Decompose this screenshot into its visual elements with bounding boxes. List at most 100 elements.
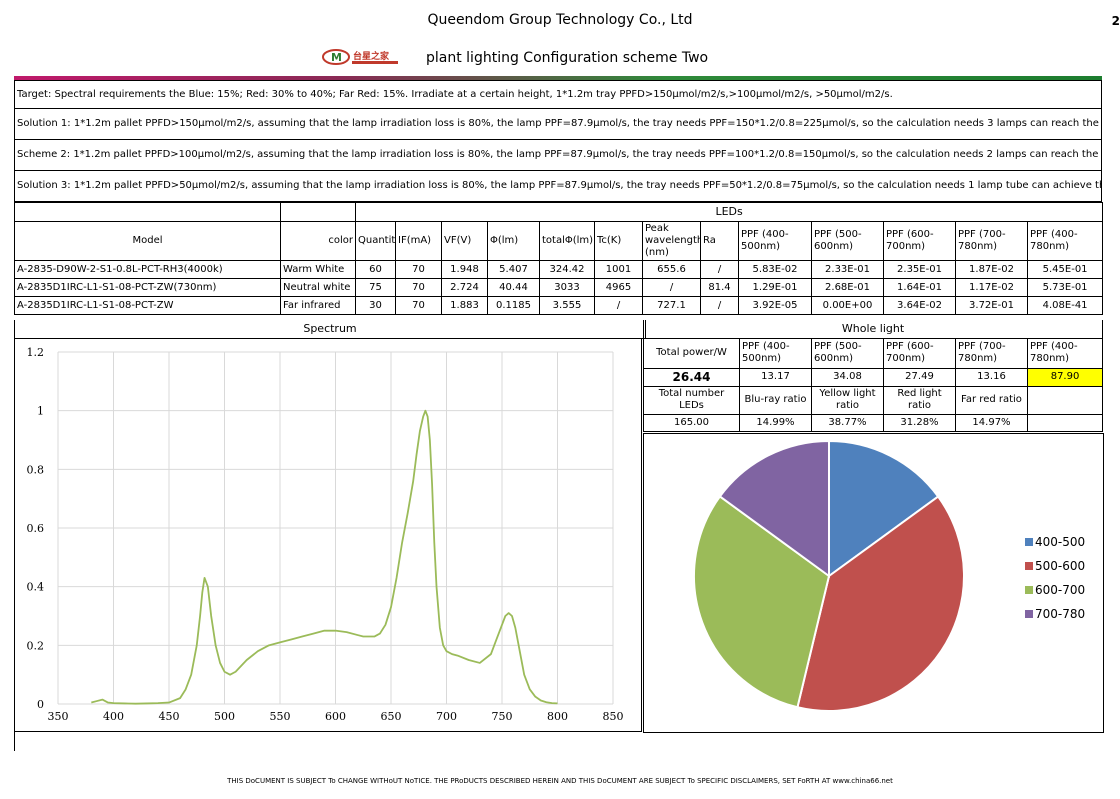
header-stripe — [14, 76, 1102, 80]
cell: 3033 — [539, 278, 595, 297]
pie-slice-600-700 — [693, 495, 831, 709]
legend-label: 500-600 — [1035, 559, 1085, 573]
cell: 60 — [355, 260, 396, 279]
spectrum-chart-box: 350 400 450 500 550 600 650 700 750 800 850 0 0.2 0.4… — [14, 338, 642, 732]
y-tick-label: 1.2 — [27, 346, 45, 359]
cell — [1026, 413, 1104, 432]
legend-label: 600-700 — [1035, 583, 1085, 597]
x-tick-label: 450 — [159, 710, 180, 723]
y-tick-label: 0.8 — [27, 463, 45, 476]
col-header: Φ(lm) — [487, 221, 540, 261]
col-header: PPF (500-600nm) — [811, 221, 884, 261]
cell: 14.97% — [955, 413, 1028, 432]
cell: 655.6 — [642, 260, 701, 279]
cell: 5.407 — [487, 260, 540, 279]
y-tick-label: 1 — [37, 405, 44, 418]
cell: 727.1 — [642, 296, 701, 315]
cell: 70 — [395, 260, 442, 279]
cell: 165.00 — [643, 413, 740, 432]
document-title: plant lighting Configuration scheme Two — [426, 50, 709, 66]
cell: 2.33E-01 — [811, 260, 884, 279]
pie-slice-700-780 — [718, 439, 830, 578]
cell: 3.64E-02 — [883, 296, 956, 315]
total-ppf-value: 87.90 — [1026, 367, 1104, 387]
page-number: 2 — [1111, 14, 1120, 28]
cell: 75 — [355, 278, 396, 297]
cell: 2.35E-01 — [883, 260, 956, 279]
x-tick-label: 850 — [603, 710, 624, 723]
cell: 3.72E-01 — [955, 296, 1028, 315]
y-tick-label: 0.2 — [27, 639, 45, 652]
cell: 3.92E-05 — [738, 296, 812, 315]
col-header: Total number LEDs — [643, 385, 740, 415]
company-name: Queendom Group Technology Co., Ltd — [427, 12, 693, 28]
col-header: Total power/W — [643, 337, 740, 369]
y-tick-label: 0.4 — [27, 581, 45, 594]
cell: 70 — [395, 296, 442, 315]
cell: 4.08E-41 — [1026, 296, 1104, 315]
notes-table: Target: Spectral requirements the Blue: … — [14, 80, 1102, 202]
cell: 13.17 — [739, 367, 812, 387]
cell: Far infrared — [280, 296, 356, 315]
col-header: Far red ratio — [955, 385, 1028, 415]
col-header: PPF (400-500nm) — [738, 221, 812, 261]
spectrum-label: Spectrum — [14, 320, 646, 339]
cell: / — [642, 278, 701, 297]
col-header: color — [280, 221, 356, 261]
legend-label: 700-780 — [1035, 607, 1085, 621]
col-header: IF(mA) — [395, 221, 442, 261]
cell: Neutral white — [280, 278, 356, 297]
col-header: Tc(K) — [594, 221, 643, 261]
cell: 70 — [395, 278, 442, 297]
col-header: Quantity — [355, 221, 396, 261]
table-row: A-2835D1IRC-L1-S1-08-PCT-ZW(730nm) Neutr… — [14, 278, 1104, 297]
cell: A-2835-D90W-2-S1-0.8L-PCT-RH3(4000k) — [14, 260, 281, 279]
pie-chart-box: 400-500 500-600 600-700 700-780 — [643, 433, 1104, 733]
col-header: PPF (700-780nm) — [955, 337, 1028, 369]
svg-text:M: M — [331, 51, 342, 64]
cell: / — [594, 296, 643, 315]
logo-text: 台星之家 — [353, 50, 390, 62]
col-header: PPF (400-780nm) — [1026, 337, 1104, 369]
cell: 31.28% — [883, 413, 956, 432]
pie-slice-400-500 — [828, 439, 940, 578]
cell: 13.16 — [955, 367, 1028, 387]
cell: 4965 — [594, 278, 643, 297]
legend-swatch — [1025, 562, 1033, 570]
cell: A-2835D1IRC-L1-S1-08-PCT-ZW — [14, 296, 281, 315]
cell — [1026, 385, 1104, 415]
leds-group-label: LEDs — [354, 202, 1104, 222]
cell: 38.77% — [811, 413, 884, 432]
cell: 40.44 — [487, 278, 540, 297]
cell: 1.948 — [441, 260, 488, 279]
legend-swatch — [1025, 586, 1033, 594]
col-header: PPF (500-600nm) — [811, 337, 884, 369]
x-tick-label: 600 — [325, 710, 346, 723]
footer-disclaimer: THIS DoCUMENT IS SUBJECT To CHANGE WITHo… — [227, 777, 893, 785]
cell: / — [700, 296, 739, 315]
pie-chart: 400-500 500-600 600-700 700-780 — [693, 439, 1085, 712]
spectrum-chart: 350 400 450 500 550 600 650 700 750 800 850 0 0.2 0.4… — [27, 346, 624, 723]
cell: 1.883 — [441, 296, 488, 315]
note-scheme-2: Scheme 2: 1*1.2m pallet PPFD>100μmol/m2/… — [14, 139, 1102, 171]
cell: 14.99% — [739, 413, 812, 432]
cell: 1.87E-02 — [955, 260, 1028, 279]
whole-light-label: Whole light — [642, 320, 1104, 339]
cell: 5.45E-01 — [1026, 260, 1104, 279]
x-tick-label: 350 — [48, 710, 69, 723]
col-header: PPF (600-700nm) — [883, 337, 956, 369]
col-header: PPF (700-780nm) — [955, 221, 1028, 261]
cell: Warm White — [280, 260, 356, 279]
cell: 2.68E-01 — [811, 278, 884, 297]
note-target: Target: Spectral requirements the Blue: … — [14, 80, 1102, 109]
cell: 5.83E-02 — [738, 260, 812, 279]
y-tick-label: 0.6 — [27, 522, 45, 535]
x-tick-label: 650 — [381, 710, 402, 723]
cell: 2.724 — [441, 278, 488, 297]
col-header: Yellow light ratio — [811, 385, 884, 415]
pie-slice-500-600 — [796, 495, 965, 712]
cell: 324.42 — [539, 260, 595, 279]
col-header: Red light ratio — [883, 385, 956, 415]
x-tick-label: 750 — [492, 710, 513, 723]
x-tick-label: 700 — [436, 710, 457, 723]
